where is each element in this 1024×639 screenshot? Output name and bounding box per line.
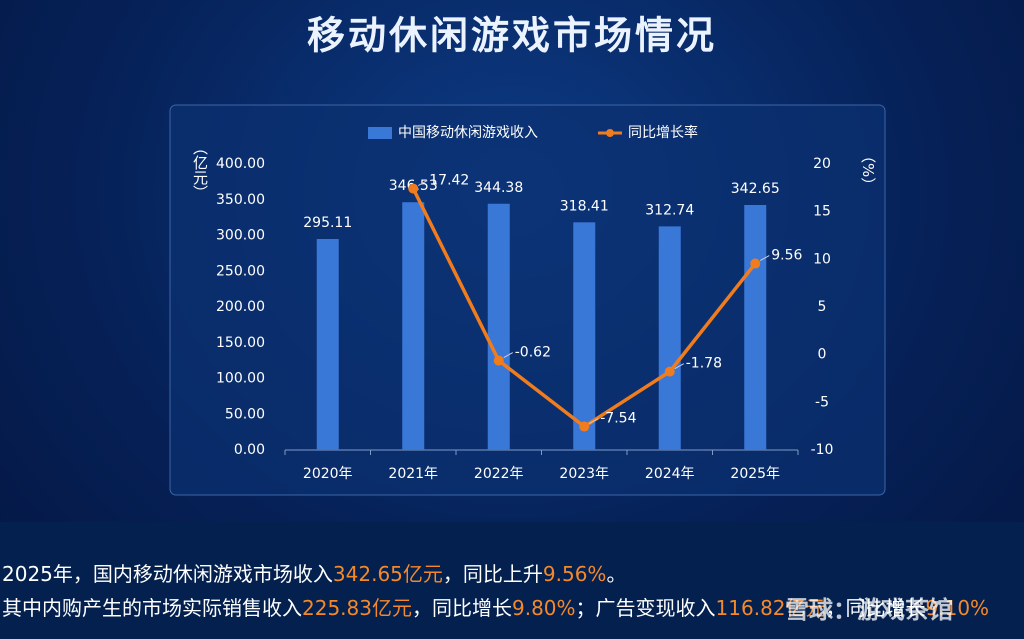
y-tick-label: 200.00 [216, 299, 265, 315]
footer-text: 其中内购产生的市场实际销售收入 [2, 596, 302, 620]
bar [316, 238, 339, 450]
line-point [750, 258, 761, 269]
y2-tick-label: 5 [818, 299, 827, 315]
footer-line: 2025年，国内移动休闲游戏市场收入342.65亿元，同比上升9.56%。 [2, 558, 626, 587]
line-point [493, 355, 504, 366]
y2-tick-label: 15 [813, 204, 831, 220]
footer-text: 225.83亿元 [302, 596, 412, 620]
bar-value-label: 342.65 [731, 181, 780, 197]
y-tick-label: 50.00 [225, 406, 265, 422]
y2-tick-label: -5 [815, 394, 829, 410]
bar [658, 226, 681, 450]
watermark: 雪球：游戏茶馆 [785, 596, 953, 624]
y-tick-label: 0.00 [234, 442, 265, 458]
footer-text: ，同比增长 [825, 596, 926, 620]
y-tick-label: 250.00 [216, 263, 265, 279]
footer-text: ；广告变现收入 [575, 596, 716, 620]
legend-swatch [368, 127, 392, 139]
legend-label: 同比增长率 [628, 124, 698, 141]
y-tick-label: 150.00 [216, 335, 265, 351]
x-tick-label: 2021年 [388, 466, 438, 482]
line-value-label: -0.62 [515, 345, 551, 361]
line-value-label: 17.42 [429, 173, 469, 189]
footer-line: 其中内购产生的市场实际销售收入225.83亿元，同比增长9.80%；广告变现收入… [2, 592, 989, 621]
y2-tick-label: 20 [813, 156, 831, 172]
line-point [579, 421, 590, 432]
x-tick-label: 2022年 [474, 466, 524, 482]
legend-swatch [606, 129, 614, 137]
y2-tick-label: 10 [813, 251, 831, 267]
y-tick-label: 100.00 [216, 371, 265, 387]
footer: 2025年，国内移动休闲游戏市场收入342.65亿元，同比上升9.56%。其中内… [0, 522, 1024, 639]
y-tick-label: 300.00 [216, 228, 265, 244]
bar [744, 205, 767, 450]
bar-value-label: 318.41 [560, 198, 609, 214]
label-leader [589, 418, 599, 424]
line-point [408, 183, 419, 194]
line-value-label: -7.54 [600, 411, 636, 427]
chart-title: 移动休闲游戏市场情况 [307, 14, 717, 58]
label-leader [418, 180, 428, 187]
y2-axis-label: （%） [859, 148, 877, 192]
y-tick-label: 400.00 [216, 156, 265, 172]
footer-text: 116.82亿元 [715, 596, 826, 620]
bar-value-label: 295.11 [303, 215, 352, 231]
line-value-label: 9.56 [771, 248, 802, 264]
footer-text: 9.10% [925, 596, 990, 620]
footer-text: 9.80% [511, 596, 576, 620]
footer-text: 342.65亿元 [332, 562, 443, 586]
chart: 移动休闲游戏市场情况 （亿元） （%） 0.00 50.00 100.00 150.0… [169, 14, 886, 496]
footer-text: ，同比上升 [442, 562, 543, 586]
bar [487, 203, 510, 450]
footer-text: ，同比增长 [411, 596, 512, 620]
x-tick-label: 2020年 [303, 466, 353, 482]
footer-text: 2025年，国内移动休闲游戏市场收入 [2, 562, 333, 586]
footer-text: 。 [606, 562, 627, 586]
bar-value-label: 344.38 [474, 180, 523, 196]
bar [573, 222, 596, 450]
label-leader [760, 255, 770, 261]
y2-tick-label: -10 [811, 442, 834, 458]
label-leader [503, 352, 513, 359]
label-leader [674, 363, 684, 370]
footer-text: 9.56% [542, 562, 607, 586]
line-value-label: -1.78 [686, 356, 722, 372]
y-tick-label: 350.00 [216, 192, 265, 208]
legend-label: 中国移动休闲游戏收入 [398, 125, 538, 141]
x-tick-label: 2025年 [730, 466, 780, 482]
bar [402, 202, 425, 450]
x-tick-label: 2024年 [645, 466, 695, 482]
y2-tick-label: 0 [818, 347, 827, 363]
y-axis-label: （亿元） [191, 140, 209, 200]
bar-value-label: 312.74 [645, 202, 694, 218]
line-point [664, 366, 675, 377]
chart-panel [169, 104, 886, 496]
x-tick-label: 2023年 [559, 466, 609, 482]
